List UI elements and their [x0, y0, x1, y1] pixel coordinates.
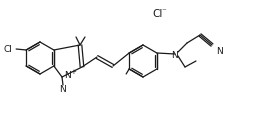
Text: Cl: Cl	[3, 45, 12, 54]
Text: N: N	[64, 70, 71, 79]
Text: N: N	[171, 50, 178, 59]
Text: ⁻: ⁻	[160, 7, 165, 16]
Text: Cl: Cl	[151, 9, 162, 19]
Text: N: N	[59, 85, 66, 94]
Text: N: N	[216, 46, 223, 55]
Text: +: +	[70, 68, 76, 74]
